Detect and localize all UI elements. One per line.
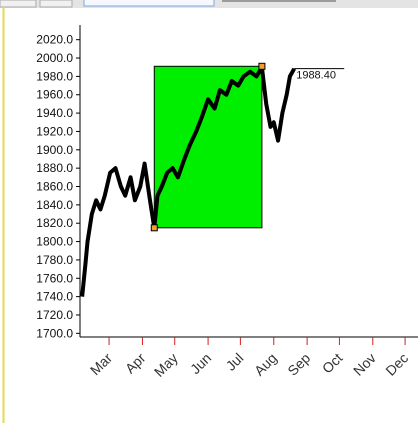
y-tick-label: 1820.0 (36, 216, 73, 230)
x-tick-label: Apr (122, 350, 149, 377)
price-line (80, 65, 296, 297)
y-tick-label: 1840.0 (36, 198, 73, 212)
x-tick-label: Sep (284, 350, 313, 379)
input[interactable] (83, 0, 215, 7)
x-tick-label: Dec (382, 350, 411, 379)
y-tick-label: 1800.0 (36, 235, 73, 249)
y-tick-label: 1700.0 (36, 326, 73, 340)
y-tick-label: 2000.0 (36, 51, 73, 65)
x-tick-label: Mar (87, 350, 116, 379)
handle[interactable] (150, 224, 158, 232)
x-tick-label: Oct (319, 350, 346, 377)
handle[interactable] (258, 62, 266, 70)
y-tick-label: 1720.0 (36, 308, 73, 322)
y-tick-label: 2020.0 (36, 33, 73, 47)
y-tick-label: 1960.0 (36, 88, 73, 102)
last-value-label: 1988.40 (296, 70, 336, 82)
y-tick-label: 1860.0 (36, 180, 73, 194)
y-tick-label: 1780.0 (36, 253, 73, 267)
x-tick-label: Jul (223, 350, 247, 374)
highlight-box (153, 65, 263, 229)
y-tick-label: 1900.0 (36, 143, 73, 157)
y-tick-label: 1940.0 (36, 106, 73, 120)
x-tick-label: Nov (350, 350, 379, 379)
y-tick-label: 1760.0 (36, 271, 73, 285)
y-tick-label: 1880.0 (36, 161, 73, 175)
x-tick-label: Jun (187, 350, 214, 377)
tab[interactable] (0, 0, 37, 8)
x-tick-label: Aug (251, 350, 280, 379)
tab[interactable] (39, 0, 73, 8)
y-tick-label: 1740.0 (36, 290, 73, 304)
x-tick-label: May (151, 350, 181, 380)
y-tick-label: 1920.0 (36, 124, 73, 138)
y-tick-label: 1980.0 (36, 69, 73, 83)
